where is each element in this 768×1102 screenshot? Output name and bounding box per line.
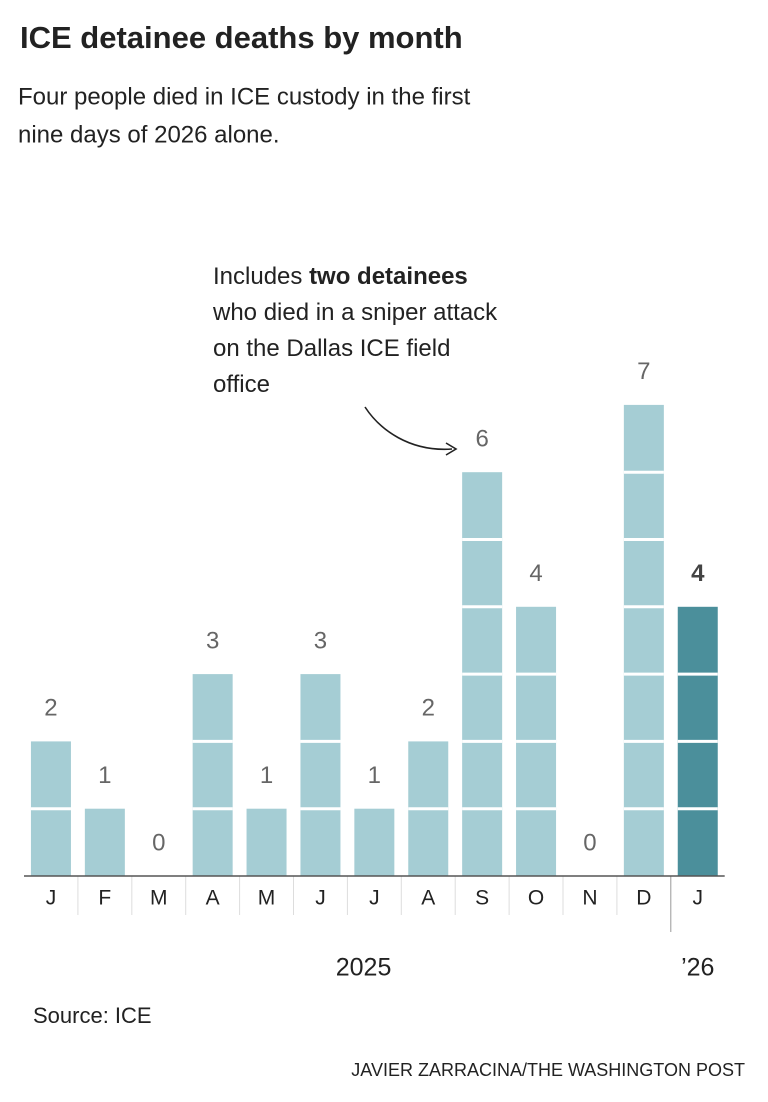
x-tick-label: J <box>46 887 57 910</box>
annotation: who died in a sniper attack <box>212 299 498 326</box>
bar <box>623 404 664 876</box>
annotation-segment: who died in a sniper attack <box>212 299 498 326</box>
annotation-segment: office <box>213 371 270 398</box>
x-tick-label: A <box>206 887 220 910</box>
value-label: 1 <box>368 762 381 789</box>
x-tick-label: D <box>636 887 651 910</box>
value-label: 3 <box>314 627 327 654</box>
value-label: 0 <box>583 829 596 856</box>
annotation-segment: two detainees <box>309 263 468 290</box>
source: Source: ICE <box>33 1003 152 1028</box>
credit: JAVIER ZARRACINA/THE WASHINGTON POST <box>351 1060 745 1080</box>
value-label: 4 <box>529 560 542 587</box>
value-label: 2 <box>44 695 57 722</box>
year-label: ’26 <box>681 954 714 982</box>
value-label: 6 <box>475 426 488 453</box>
value-label: 0 <box>152 829 165 856</box>
x-tick-label: O <box>528 887 544 910</box>
year-label: 2025 <box>336 954 392 982</box>
bar <box>246 808 287 876</box>
x-tick-label: J <box>315 887 326 910</box>
value-label: 1 <box>98 762 111 789</box>
x-tick-label: M <box>150 887 168 910</box>
bar <box>300 674 341 876</box>
x-tick-label: J <box>693 887 704 910</box>
subtitle: nine days of 2026 alone. <box>18 121 280 148</box>
x-tick-label: N <box>582 887 597 910</box>
x-tick-label: J <box>369 887 380 910</box>
value-label: 4 <box>691 560 705 587</box>
annotation-arrowhead <box>445 442 458 456</box>
bar <box>84 808 125 876</box>
value-label: 3 <box>206 627 219 654</box>
value-label: 7 <box>637 358 650 385</box>
annotation: office <box>213 371 270 398</box>
annotation-segment: on the Dallas ICE field <box>213 335 450 362</box>
value-label: 2 <box>422 695 435 722</box>
annotation: on the Dallas ICE field <box>213 335 450 362</box>
x-tick-label: M <box>258 887 276 910</box>
annotation-segment: Includes <box>213 263 309 290</box>
value-label: 1 <box>260 762 273 789</box>
chart-title: ICE detainee deaths by month <box>20 20 463 55</box>
annotation-arrow <box>364 406 453 451</box>
annotation: Includes two detainees <box>213 263 468 290</box>
x-tick-label: S <box>475 887 489 910</box>
subtitle: Four people died in ICE custody in the f… <box>18 83 471 110</box>
x-tick-label: F <box>98 887 111 910</box>
bar <box>354 808 395 876</box>
bar <box>192 674 233 876</box>
x-tick-label: A <box>421 887 435 910</box>
